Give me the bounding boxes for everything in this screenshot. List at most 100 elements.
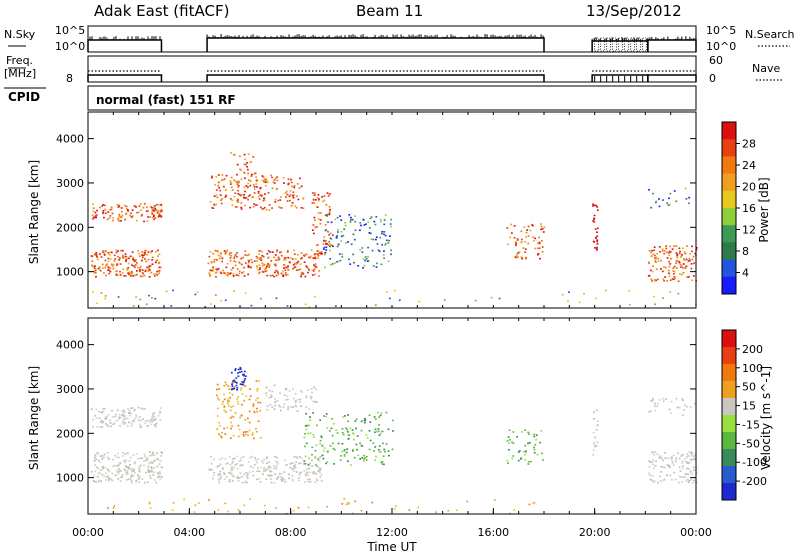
power-point xyxy=(159,266,162,269)
velocity-point xyxy=(121,414,124,417)
power-point xyxy=(158,215,160,218)
velocity-point xyxy=(112,458,114,461)
power-point xyxy=(196,291,199,294)
power-point xyxy=(112,219,114,222)
velocity-point xyxy=(263,466,266,469)
power-point xyxy=(253,173,256,175)
velocity-point xyxy=(653,480,656,483)
power-point xyxy=(260,257,262,259)
power-point xyxy=(685,258,688,261)
power-point xyxy=(514,256,517,258)
power-point xyxy=(247,195,250,198)
velocity-point xyxy=(681,467,684,470)
power-point xyxy=(154,207,157,210)
power-point xyxy=(650,279,653,282)
power-point xyxy=(538,241,541,244)
power-point xyxy=(229,252,231,254)
power-point xyxy=(319,219,322,221)
power-point xyxy=(158,213,161,216)
velocity-point xyxy=(524,429,526,431)
velocity-point xyxy=(512,455,515,457)
velocity-point xyxy=(124,453,127,455)
velocity-point xyxy=(232,388,234,390)
velocity-point xyxy=(532,502,535,504)
velocity-point xyxy=(100,480,103,483)
power-point xyxy=(541,246,544,248)
velocity-point xyxy=(306,478,309,481)
colorbar-segment xyxy=(722,208,736,226)
power-point xyxy=(216,269,219,271)
velocity-point xyxy=(283,478,286,481)
velocity-point xyxy=(183,498,186,501)
power-point xyxy=(304,303,307,306)
velocity-point xyxy=(124,459,127,462)
power-point xyxy=(236,268,239,270)
power-point xyxy=(297,269,300,271)
power-point xyxy=(383,223,386,226)
power-point xyxy=(242,271,245,273)
velocity-point xyxy=(221,457,224,460)
power-point xyxy=(117,296,120,298)
power-point xyxy=(224,299,227,302)
power-point xyxy=(335,236,338,238)
power-point xyxy=(664,276,667,278)
velocity-point xyxy=(228,478,231,481)
power-point xyxy=(314,256,317,259)
velocity-point xyxy=(207,499,210,501)
power-point xyxy=(538,242,541,245)
power-point xyxy=(118,257,121,259)
power-point xyxy=(237,193,240,195)
velocity-point xyxy=(229,409,232,412)
velocity-point xyxy=(255,427,257,430)
power-point xyxy=(211,175,214,178)
velocity-point xyxy=(508,438,511,441)
power-point xyxy=(259,266,261,269)
power-point xyxy=(126,267,129,270)
velocity-point xyxy=(112,423,115,426)
velocity-point xyxy=(152,414,155,416)
velocity-point xyxy=(395,505,397,508)
power-point xyxy=(274,263,277,266)
velocity-panel-frame xyxy=(87,317,697,515)
power-point xyxy=(325,204,328,206)
power-point xyxy=(210,176,213,179)
velocity-point xyxy=(229,463,232,466)
power-point xyxy=(213,261,216,263)
power-point xyxy=(330,238,333,240)
velocity-point xyxy=(331,442,334,445)
power-point xyxy=(679,263,682,266)
power-point xyxy=(124,253,127,255)
colorbar-tick-label: 16 xyxy=(742,202,756,215)
power-point xyxy=(647,275,650,277)
power-point xyxy=(521,257,524,260)
velocity-point xyxy=(528,433,530,435)
velocity-point xyxy=(315,464,317,466)
power-point xyxy=(124,275,127,277)
velocity-point xyxy=(121,474,124,476)
velocity-point xyxy=(332,447,335,450)
velocity-point xyxy=(366,436,369,439)
velocity-point xyxy=(669,412,672,414)
power-point xyxy=(293,253,296,256)
power-point xyxy=(125,258,128,261)
power-point xyxy=(316,206,319,208)
velocity-point xyxy=(379,414,382,417)
power-point xyxy=(219,255,222,258)
velocity-point xyxy=(306,389,309,392)
power-point xyxy=(217,267,220,270)
velocity-point xyxy=(280,476,283,478)
velocity-point xyxy=(108,458,111,460)
power-point xyxy=(324,240,327,242)
power-point xyxy=(291,258,294,260)
velocity-point xyxy=(688,462,691,464)
velocity-point xyxy=(244,480,247,483)
velocity-point xyxy=(158,412,161,415)
velocity-point xyxy=(304,474,307,476)
velocity-point xyxy=(307,432,310,435)
power-point xyxy=(668,203,671,206)
power-point xyxy=(327,244,330,247)
velocity-point xyxy=(232,457,235,460)
power-point xyxy=(141,256,144,259)
power-point xyxy=(277,272,279,274)
velocity-point xyxy=(227,405,230,407)
